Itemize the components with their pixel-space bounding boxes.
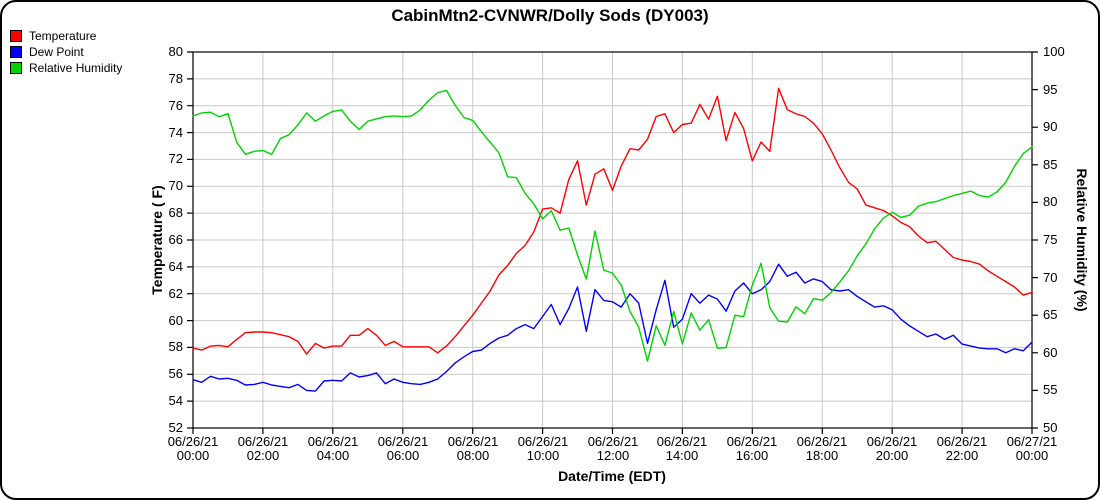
x-tick-label: 06/26/21 22:00 bbox=[920, 435, 1004, 463]
x-tick-label: 06/26/21 04:00 bbox=[291, 435, 375, 463]
legend: Temperature Dew Point Relative Humidity bbox=[10, 28, 122, 76]
y-left-tick-label: 80 bbox=[168, 44, 183, 59]
y-left-tick-label: 74 bbox=[168, 125, 183, 140]
x-tick-date: 06/26/21 bbox=[726, 434, 778, 449]
y-right-tick-label: 95 bbox=[1043, 82, 1058, 97]
x-tick-time: 08:00 bbox=[456, 448, 490, 463]
y-left-tick-label: 58 bbox=[168, 339, 183, 354]
x-tick-time: 10:00 bbox=[526, 448, 560, 463]
y-left-tick-label: 78 bbox=[168, 71, 183, 86]
x-axis-title: Date/Time (EDT) bbox=[558, 468, 666, 484]
x-tick-date: 06/27/21 bbox=[1006, 434, 1058, 449]
y-left-tick-label: 68 bbox=[168, 205, 183, 220]
y-right-tick-label: 90 bbox=[1043, 119, 1058, 134]
relative-humidity-line bbox=[192, 89, 1033, 362]
dew-point-line bbox=[192, 263, 1033, 392]
x-tick-date: 06/26/21 bbox=[307, 434, 359, 449]
y-right-tick-label: 50 bbox=[1043, 420, 1058, 435]
y-right-tick-label: 55 bbox=[1043, 382, 1058, 397]
x-tick-date: 06/26/21 bbox=[587, 434, 639, 449]
x-tick-label: 06/26/21 00:00 bbox=[151, 435, 235, 463]
y-right-tick-label: 80 bbox=[1043, 194, 1058, 209]
y-right-tick-label: 60 bbox=[1043, 345, 1058, 360]
x-tick-label: 06/26/21 06:00 bbox=[361, 435, 445, 463]
x-tick-label: 06/26/21 18:00 bbox=[780, 435, 864, 463]
x-tick-label: 06/26/21 20:00 bbox=[850, 435, 934, 463]
legend-label: Dew Point bbox=[29, 45, 84, 59]
x-tick-date: 06/26/21 bbox=[796, 434, 848, 449]
x-tick-date: 06/26/21 bbox=[167, 434, 219, 449]
y-right-tick-label: 70 bbox=[1043, 270, 1058, 285]
y-right-tick-label: 85 bbox=[1043, 157, 1058, 172]
y-left-tick-label: 56 bbox=[168, 366, 183, 381]
x-tick-time: 18:00 bbox=[805, 448, 839, 463]
x-tick-label: 06/26/21 10:00 bbox=[501, 435, 585, 463]
x-tick-time: 02:00 bbox=[246, 448, 280, 463]
x-tick-label: 06/26/21 14:00 bbox=[640, 435, 724, 463]
legend-label: Relative Humidity bbox=[29, 61, 123, 75]
x-tick-time: 16:00 bbox=[735, 448, 769, 463]
x-tick-label: 06/26/21 08:00 bbox=[431, 435, 515, 463]
legend-item-temperature: Temperature bbox=[10, 28, 122, 44]
y-left-tick-label: 54 bbox=[168, 393, 183, 408]
chart-title: CabinMtn2-CVNWR/Dolly Sods (DY003) bbox=[391, 6, 709, 25]
legend-item-relative-humidity: Relative Humidity bbox=[10, 60, 122, 76]
y-right-tick-label: 75 bbox=[1043, 232, 1058, 247]
y-right-tick-label: 100 bbox=[1043, 44, 1065, 59]
x-tick-label: 06/26/21 02:00 bbox=[221, 435, 305, 463]
legend-item-dew-point: Dew Point bbox=[10, 44, 122, 60]
legend-swatch-icon bbox=[10, 62, 22, 74]
x-tick-date: 06/26/21 bbox=[447, 434, 499, 449]
x-tick-time: 06:00 bbox=[386, 448, 420, 463]
legend-swatch-icon bbox=[10, 46, 22, 58]
x-tick-date: 06/26/21 bbox=[866, 434, 918, 449]
x-tick-date: 06/26/21 bbox=[656, 434, 708, 449]
y-left-tick-label: 64 bbox=[168, 259, 183, 274]
x-tick-time: 12:00 bbox=[596, 448, 630, 463]
y-left-tick-label: 60 bbox=[168, 313, 183, 328]
x-tick-time: 14:00 bbox=[665, 448, 699, 463]
legend-swatch-icon bbox=[10, 30, 22, 42]
y-left-tick-label: 66 bbox=[168, 232, 183, 247]
y-left-tick-label: 70 bbox=[168, 178, 183, 193]
x-tick-time: 22:00 bbox=[945, 448, 979, 463]
temperature-line bbox=[192, 87, 1033, 355]
x-tick-date: 06/26/21 bbox=[237, 434, 289, 449]
x-tick-time: 20:00 bbox=[875, 448, 909, 463]
x-tick-time: 00:00 bbox=[1015, 448, 1049, 463]
y-left-tick-label: 72 bbox=[168, 151, 183, 166]
x-tick-date: 06/26/21 bbox=[377, 434, 429, 449]
y-left-tick-label: 62 bbox=[168, 286, 183, 301]
y-left-tick-label: 52 bbox=[168, 420, 183, 435]
x-tick-date: 06/26/21 bbox=[517, 434, 569, 449]
y-left-tick-label: 76 bbox=[168, 98, 183, 113]
x-tick-date: 06/26/21 bbox=[936, 434, 988, 449]
x-tick-label: 06/26/21 16:00 bbox=[710, 435, 794, 463]
x-tick-time: 04:00 bbox=[316, 448, 350, 463]
legend-label: Temperature bbox=[29, 29, 97, 43]
x-tick-label: 06/27/21 00:00 bbox=[990, 435, 1074, 463]
x-tick-time: 00:00 bbox=[176, 448, 210, 463]
y-right-tick-label: 65 bbox=[1043, 307, 1058, 322]
x-tick-label: 06/26/21 12:00 bbox=[571, 435, 655, 463]
